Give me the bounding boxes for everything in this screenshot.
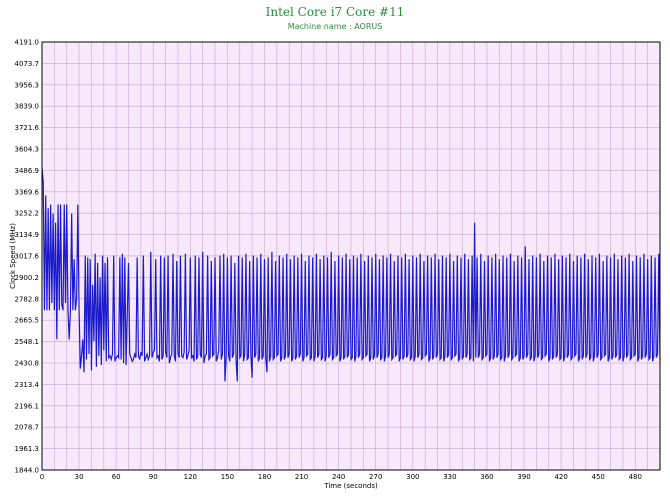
y-tick-label: 4191.0 (15, 39, 40, 47)
x-axis-ticks: 0 30 60 90 120 150 180 210 240 270 300 330 360 390 420… (40, 473, 642, 481)
y-tick-label: 2665.5 (15, 317, 40, 325)
x-tick-label: 270 (369, 473, 382, 481)
x-tick-label: 120 (184, 473, 197, 481)
y-tick-label: 3252.2 (15, 210, 40, 218)
x-tick-label: 90 (149, 473, 158, 481)
x-tick-label: 300 (406, 473, 419, 481)
x-tick-label: 330 (443, 473, 456, 481)
plot-border (41, 41, 661, 471)
y-tick-label: 2196.1 (15, 402, 40, 410)
x-tick-label: 420 (554, 473, 567, 481)
y-tick-label: 2078.7 (15, 424, 40, 432)
y-tick-label: 2313.4 (15, 381, 40, 389)
y-tick-label: 3721.6 (15, 124, 40, 132)
x-tick-label: 480 (629, 473, 642, 481)
x-tick-label: 0 (40, 473, 44, 481)
x-tick-label: 360 (480, 473, 493, 481)
y-tick-label: 3956.3 (15, 81, 40, 89)
y-tick-label: 1961.3 (15, 445, 40, 453)
y-tick-label: 3134.9 (15, 231, 40, 239)
y-tick-label: 4073.7 (15, 60, 40, 68)
x-axis-label: Time (seconds) (323, 482, 378, 490)
y-tick-label: 2548.1 (15, 338, 40, 346)
gridlines (42, 41, 660, 471)
y-tick-label: 2782.8 (15, 295, 40, 303)
x-tick-label: 180 (258, 473, 271, 481)
x-tick-label: 240 (332, 473, 345, 481)
y-tick-label: 3486.9 (15, 167, 40, 175)
x-tick-label: 210 (295, 473, 308, 481)
y-tick-label: 3604.3 (15, 145, 40, 153)
y-tick-label: 3369.6 (15, 188, 40, 196)
x-tick-label: 150 (221, 473, 234, 481)
chart-title: Intel Core i7 Core #11 (266, 5, 405, 19)
y-axis-ticks: 1844.0 1961.3 2078.7 2196.1 2313.4 2430.8 2548… (15, 39, 40, 475)
x-tick-label: 450 (592, 473, 605, 481)
chart-subtitle: Machine name : AORUS (288, 22, 383, 31)
y-axis-label: Clock Speed (MHz) (9, 223, 17, 289)
x-tick-label: 60 (112, 473, 121, 481)
y-tick-label: 1844.0 (15, 467, 40, 475)
x-tick-label: 390 (517, 473, 530, 481)
clock-speed-series-line (41, 167, 661, 382)
y-tick-label: 2430.8 (15, 359, 40, 367)
x-tick-label: 30 (75, 473, 84, 481)
y-tick-label: 3839.0 (15, 103, 40, 111)
y-tick-label: 3017.6 (15, 252, 40, 260)
y-tick-label: 2900.2 (15, 274, 40, 282)
